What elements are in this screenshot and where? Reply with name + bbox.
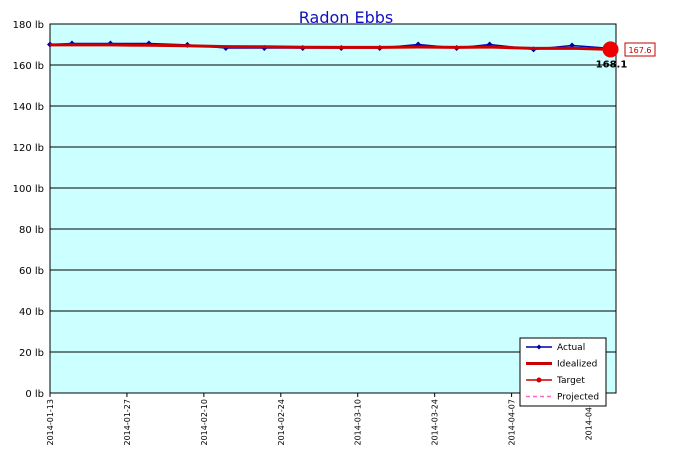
y-tick-label: 120 lb bbox=[13, 143, 44, 154]
end-value-label: 168.1 bbox=[596, 59, 628, 70]
y-tick-label: 20 lb bbox=[19, 348, 44, 359]
y-tick-label: 60 lb bbox=[19, 266, 44, 277]
y-axis-ticks: 0 lb 20 lb 40 lb 60 lb 80 lb 100 lb 120 lb 140 … bbox=[13, 20, 616, 400]
plot-area bbox=[49, 23, 617, 394]
x-tick-label: 2014-04-07 bbox=[508, 399, 517, 446]
series-layer bbox=[47, 40, 619, 58]
plot-background bbox=[49, 23, 617, 394]
legend-marker-target bbox=[536, 377, 542, 383]
x-tick-label: 2014-03-10 bbox=[354, 399, 363, 446]
y-tick-label: 80 lb bbox=[19, 225, 44, 236]
legend-label-actual: Actual bbox=[557, 343, 585, 353]
legend: Actual Idealized Target Projected bbox=[519, 337, 607, 407]
y-tick-label: 160 lb bbox=[13, 61, 44, 72]
x-tick-label: 2014-01-13 bbox=[46, 399, 55, 446]
x-tick-label: 2014-02-24 bbox=[277, 399, 286, 446]
y-tick-label: 40 lb bbox=[19, 307, 44, 318]
y-tick-label: 100 lb bbox=[13, 184, 44, 195]
idealized-series-line bbox=[50, 43, 611, 51]
end-point-marker bbox=[602, 41, 619, 58]
x-axis-ticks: 2014-01-13 2014-01-27 2014-02-10 2014-02-24… bbox=[46, 393, 594, 446]
x-tick-label: 2014-01-27 bbox=[123, 399, 132, 446]
x-tick-label: 2014-03-24 bbox=[431, 399, 440, 446]
chart-title: Radon Ebbs bbox=[299, 8, 394, 27]
legend-label-projected: Projected bbox=[557, 393, 599, 403]
x-tick-label: 2014-02-10 bbox=[200, 399, 209, 446]
x-tick-label: 2014-04-2 bbox=[585, 399, 594, 440]
y-tick-label: 0 lb bbox=[25, 389, 44, 400]
legend-box bbox=[519, 337, 607, 407]
boxed-value-frame bbox=[624, 42, 656, 57]
legend-label-idealized: Idealized bbox=[557, 360, 597, 370]
legend-marker-actual bbox=[536, 344, 542, 350]
legend-label-target: Target bbox=[556, 376, 585, 386]
boxed-value-label: 167.6 bbox=[629, 46, 652, 55]
y-tick-label: 180 lb bbox=[13, 20, 44, 31]
y-tick-label: 140 lb bbox=[13, 102, 44, 113]
